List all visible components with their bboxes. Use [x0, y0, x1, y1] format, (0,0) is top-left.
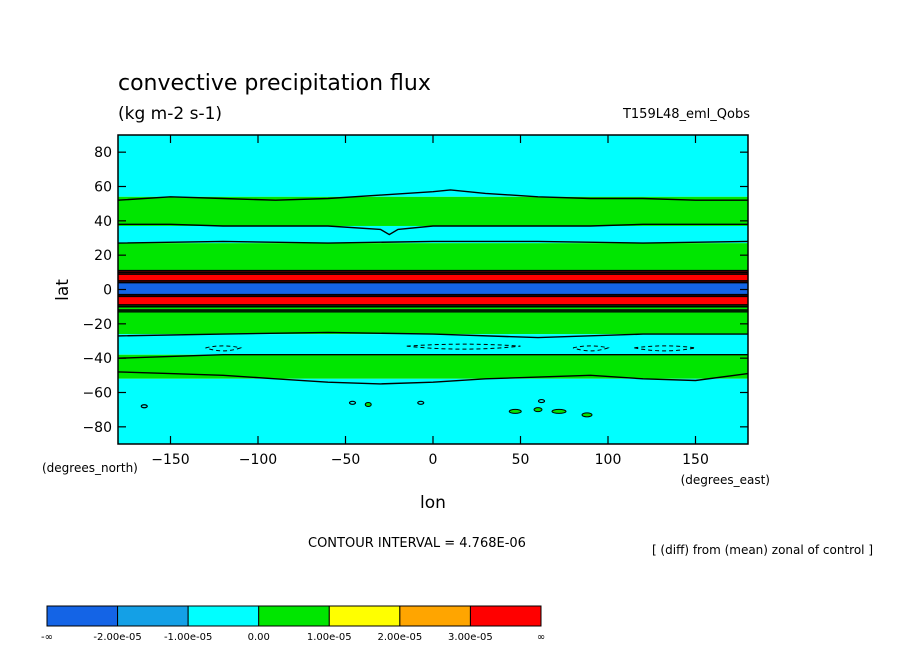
small-contour-2	[417, 400, 425, 405]
band-7	[118, 304, 748, 312]
colorbar-swatch-6	[469, 605, 542, 627]
contour-line-1	[118, 223, 748, 236]
x-axis-ticks: −150 −100 −50 0 50 100 150	[151, 135, 709, 468]
contour-interval: CONTOUR INTERVAL = 4.768E-06	[308, 536, 526, 551]
contour-line-0	[118, 189, 748, 201]
small-contour-1	[348, 400, 357, 405]
contour-line-2	[118, 240, 748, 244]
colorbar-swatch-1	[117, 605, 189, 627]
x-units-label: (degrees_east)	[681, 473, 770, 487]
plot-area: −150 −100 −50 0 50 100 150 80 60 40 20 0 −20 −40 −60 −…	[82, 134, 749, 468]
band-5	[118, 282, 748, 295]
x-tick-label: 100	[595, 452, 622, 468]
x-tick-label: −50	[331, 452, 361, 468]
x-tick-label: 50	[512, 452, 530, 468]
island-4	[581, 412, 593, 418]
band-11	[118, 378, 748, 444]
y-tick-label: 40	[94, 214, 112, 230]
band-3	[118, 243, 748, 271]
island-3	[551, 408, 567, 414]
band-0	[118, 135, 748, 197]
dashed-contour-1	[406, 343, 521, 350]
run-label: T159L48_eml_Qobs	[622, 107, 750, 122]
y-tick-label: −40	[82, 351, 112, 367]
x-tick-label: −150	[151, 452, 189, 468]
colorbar-swatch-4	[328, 605, 401, 627]
colorbar-swatch-3	[258, 605, 330, 627]
colorbar-swatch-2	[187, 605, 260, 627]
band-6	[118, 294, 748, 305]
y-tick-label: −80	[82, 420, 112, 436]
small-contour-0	[140, 404, 148, 409]
contour-line-7	[118, 371, 748, 385]
x-tick-label: 150	[682, 452, 709, 468]
y-axis-label: lat	[53, 279, 73, 301]
y-tick-label: −20	[82, 317, 112, 333]
y-tick-label: 80	[94, 145, 112, 161]
diff-note: [ (diff) from (mean) zonal of control ]	[652, 543, 873, 557]
colorbar-label-1: -2.00e-05	[93, 632, 141, 643]
colorbar	[46, 605, 542, 627]
y-tick-label: 60	[94, 180, 112, 196]
colorbar-label-5: 2.00e-05	[377, 632, 422, 643]
colorbar-label-4: 1.00e-05	[307, 632, 352, 643]
x-axis-label: lon	[420, 493, 446, 513]
colorbar-label-6: 3.00e-05	[448, 632, 493, 643]
contour-line-6	[118, 354, 748, 359]
chart-subtitle: (kg m-2 s-1)	[118, 104, 222, 124]
small-contour-3	[537, 398, 546, 404]
band-9	[118, 334, 748, 355]
colorbar-label-3: 0.00	[248, 632, 270, 643]
island-1	[508, 408, 522, 414]
y-tick-label: 0	[103, 283, 112, 299]
y-units-label: (degrees_north)	[42, 461, 138, 475]
island-2	[533, 407, 543, 413]
colorbar-swatch-5	[399, 605, 471, 627]
dashed-contour-3	[634, 345, 696, 352]
colorbar-label-2: -1.00e-05	[164, 632, 212, 643]
contour-lines	[118, 189, 748, 409]
x-tick-label: 0	[429, 452, 438, 468]
colorbar-labels: -∞ -2.00e-05 -1.00e-05 0.00 1.00e-05 2.00e-05…	[41, 632, 545, 643]
contour-line-5	[118, 331, 748, 339]
island-0	[364, 402, 372, 408]
y-tick-label: 20	[94, 248, 112, 264]
dashed-contour-2	[572, 345, 610, 352]
colorbar-label-0: -∞	[41, 632, 53, 643]
colorbar-label-7: ∞	[537, 632, 545, 643]
band-2	[118, 225, 748, 244]
filled-contour-bands	[118, 135, 748, 444]
band-8	[118, 311, 748, 335]
y-tick-label: −60	[82, 386, 112, 402]
y-axis-ticks: 80 60 40 20 0 −20 −40 −60 −80	[82, 145, 748, 436]
band-1	[118, 196, 748, 226]
colorbar-swatch-0	[46, 605, 119, 627]
x-tick-label: −100	[239, 452, 277, 468]
chart-title: convective precipitation flux	[118, 71, 431, 96]
dashed-contour-0	[205, 345, 243, 352]
